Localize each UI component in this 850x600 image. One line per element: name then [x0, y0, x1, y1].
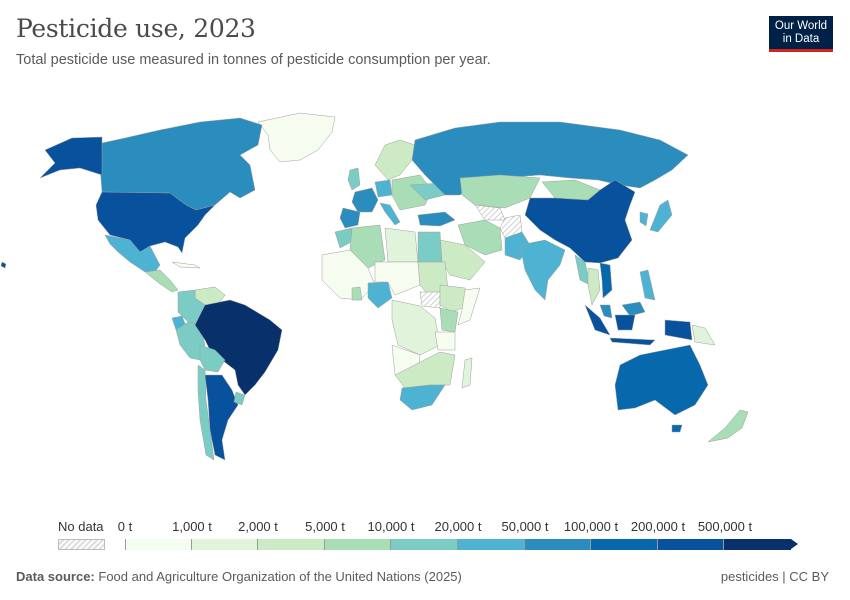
country-kenya[interactable]	[439, 307, 459, 333]
country-egypt[interactable]	[417, 231, 443, 263]
data-source: Data source: Food and Agriculture Organi…	[16, 569, 462, 584]
country-eastern-europe[interactable]	[391, 174, 433, 211]
legend-bins	[125, 539, 798, 550]
country-italy[interactable]	[379, 202, 401, 226]
country-tanzania[interactable]	[434, 331, 456, 351]
legend-tick-label: 0 t	[117, 519, 133, 534]
legend-bin[interactable]	[657, 539, 725, 550]
legend-no-data-swatch[interactable]	[58, 539, 105, 550]
legend-no-data-label: No data	[58, 519, 104, 534]
country-ghana[interactable]	[351, 286, 363, 301]
legend-tick-label: 5,000 t	[305, 519, 345, 534]
legend-bin[interactable]	[591, 539, 658, 550]
country-korea[interactable]	[639, 211, 649, 227]
country-nigeria[interactable]	[367, 281, 393, 309]
country-france[interactable]	[351, 187, 379, 213]
legend-tick-label: 100,000 t	[563, 519, 619, 534]
country-bolivia[interactable]	[199, 344, 226, 373]
country-usa-alaska[interactable]	[39, 136, 103, 179]
country-tasmania[interactable]	[671, 424, 683, 433]
country-vietnam[interactable]	[599, 262, 613, 299]
legend-bin[interactable]	[258, 539, 325, 550]
legend-arrow-icon	[790, 539, 798, 549]
country-uruguay[interactable]	[233, 391, 246, 406]
country-uk[interactable]	[347, 167, 361, 191]
country-central-america[interactable]	[144, 269, 179, 293]
world-map[interactable]	[0, 100, 850, 500]
legend-tick-label: 10,000 t	[367, 519, 415, 534]
country-brazil[interactable]	[194, 299, 283, 396]
legend-tick-label: 2,000 t	[238, 519, 278, 534]
data-source-text[interactable]: Food and Agriculture Organization of the…	[98, 569, 462, 584]
country-new-zealand[interactable]	[707, 409, 749, 443]
country-spain[interactable]	[339, 207, 361, 229]
country-scandinavia[interactable]	[374, 139, 416, 181]
country-indonesia[interactable]	[584, 304, 693, 346]
country-turkey[interactable]	[417, 211, 456, 227]
logo-line-2: in Data	[782, 33, 820, 45]
country-central-africa[interactable]	[391, 299, 441, 356]
country-madagascar[interactable]	[461, 357, 473, 389]
chart-subtitle: Total pesticide use measured in tonnes o…	[16, 52, 491, 68]
legend-tick-label: 200,000 t	[630, 519, 686, 534]
legend-bin[interactable]	[391, 539, 458, 550]
country-india[interactable]	[519, 239, 566, 301]
country-chile[interactable]	[197, 364, 215, 461]
footer-license[interactable]: pesticides | CC BY	[720, 569, 829, 584]
country-papua-new-guinea[interactable]	[691, 324, 716, 346]
country-malaysia[interactable]	[599, 301, 646, 319]
chart-title: Pesticide use, 2023	[16, 14, 256, 43]
country-hawaii[interactable]	[0, 261, 7, 269]
legend-tick-label: 1,000 t	[172, 519, 212, 534]
legend-bin[interactable]	[191, 539, 259, 550]
country-argentina[interactable]	[204, 374, 239, 461]
country-cuba[interactable]	[171, 261, 201, 269]
country-usa[interactable]	[95, 191, 216, 254]
country-china[interactable]	[524, 179, 636, 264]
legend-bin[interactable]	[457, 539, 525, 550]
legend-tick-label: 500,000 t	[697, 519, 753, 534]
legend-tick-label: 50,000 t	[501, 519, 549, 534]
data-source-label: Data source:	[16, 569, 95, 584]
logo-line-1: Our World	[774, 20, 828, 32]
country-greenland[interactable]	[257, 112, 336, 163]
country-germany[interactable]	[374, 179, 393, 198]
country-japan[interactable]	[649, 199, 673, 233]
legend-tick-label: 20,000 t	[434, 519, 482, 534]
country-south-sudan[interactable]	[419, 291, 441, 309]
country-south-africa[interactable]	[399, 384, 446, 411]
legend-bin[interactable]	[524, 539, 592, 550]
country-australia[interactable]	[614, 344, 709, 416]
color-legend: No data 0 t 1,000 t 2,000 t 5,000 t 10,0…	[0, 516, 850, 556]
country-kazakhstan[interactable]	[459, 174, 541, 209]
legend-bin[interactable]	[724, 539, 791, 550]
country-philippines[interactable]	[639, 269, 656, 301]
country-libya[interactable]	[384, 227, 419, 263]
country-thailand[interactable]	[587, 267, 601, 306]
country-somalia[interactable]	[457, 287, 481, 326]
legend-bin[interactable]	[324, 539, 392, 550]
owid-logo[interactable]: Our World in Data	[769, 16, 833, 52]
country-west-africa[interactable]	[321, 249, 376, 301]
legend-bin[interactable]	[125, 539, 192, 550]
